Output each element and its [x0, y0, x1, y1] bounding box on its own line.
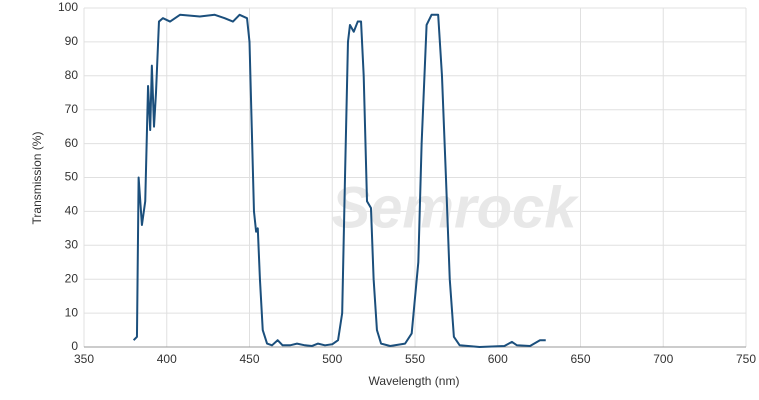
data-line	[132, 13, 546, 348]
y-tick-label: 20	[65, 271, 79, 285]
y-tick-label: 70	[65, 102, 79, 116]
x-tick-label: 450	[239, 352, 259, 366]
y-tick-label: 60	[65, 136, 79, 150]
y-tick-label: 80	[65, 68, 79, 82]
x-tick-label: 650	[570, 352, 590, 366]
x-tick-label: 750	[736, 352, 756, 366]
x-axis-label: Wavelength (nm)	[369, 374, 460, 388]
y-tick-label: 0	[71, 339, 78, 353]
x-tick-label: 600	[488, 352, 508, 366]
x-tick-label: 550	[405, 352, 425, 366]
y-tick-label: 90	[65, 34, 79, 48]
x-tick-label: 400	[157, 352, 177, 366]
y-tick-label: 30	[65, 237, 79, 251]
y-tick-label: 10	[65, 305, 79, 319]
y-tick-label: 100	[58, 0, 78, 14]
x-tick-label: 700	[653, 352, 673, 366]
x-tick-label: 500	[322, 352, 342, 366]
y-tick-label: 50	[65, 170, 79, 184]
x-tick-label: 350	[74, 352, 94, 366]
y-axis-label: Transmission (%)	[30, 132, 44, 225]
watermark: Semrock	[331, 175, 579, 240]
y-tick-label: 40	[65, 204, 79, 218]
